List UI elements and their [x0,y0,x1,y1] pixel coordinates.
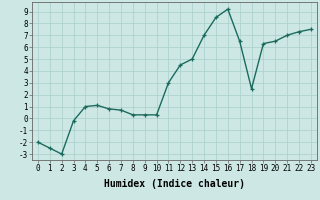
X-axis label: Humidex (Indice chaleur): Humidex (Indice chaleur) [104,179,245,189]
